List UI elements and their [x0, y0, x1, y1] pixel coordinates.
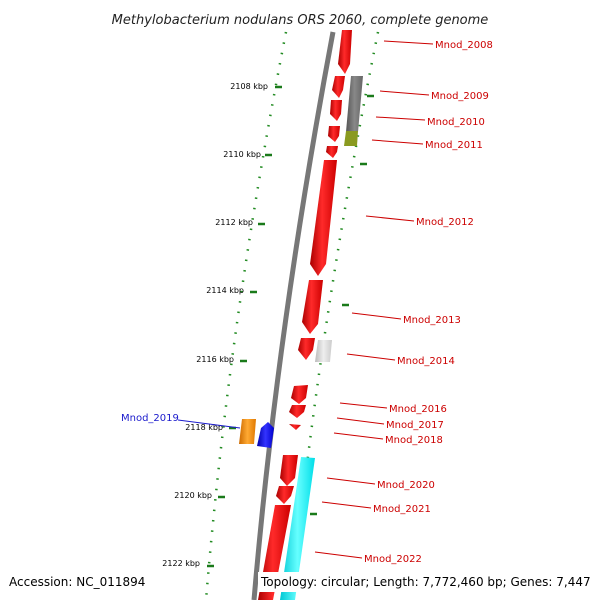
map-title: Methylobacterium nodulans ORS 2060, comp…	[112, 13, 489, 28]
feature-orange-block[interactable]	[239, 419, 256, 444]
gene-label: Mnod_2009	[431, 91, 489, 102]
gene-mnod-2012[interactable]	[310, 160, 337, 276]
feature-cyan-block[interactable]	[280, 457, 315, 600]
scale-tick-marks	[207, 85, 282, 568]
genome-backbone	[251, 31, 336, 600]
inner-dotted-track	[204, 31, 288, 600]
gene-label: Mnod_2011	[425, 140, 483, 151]
scale-tick-label: 2116 kbp	[196, 355, 234, 364]
scale-tick-label: 2110 kbp	[223, 150, 261, 159]
label-leader-lines	[314, 40, 434, 559]
gene-label: Mnod_2014	[397, 356, 455, 367]
forward-genes	[258, 30, 352, 600]
gene-label: Mnod_2018	[385, 435, 443, 446]
label-leader-line-blue	[177, 419, 241, 429]
scale-tick-label: 2118 kbp	[185, 423, 223, 432]
gene-mnod-2008[interactable]	[338, 30, 352, 74]
scale-tick-label: 2112 kbp	[215, 218, 253, 227]
accession-text: Accession: NC_011894	[9, 575, 145, 589]
gene-mnod-2016[interactable]	[291, 385, 308, 404]
feature-blue-block[interactable]	[257, 422, 274, 448]
gene-label: Mnod_2020	[377, 480, 435, 491]
gene-mnod-2011[interactable]	[328, 126, 340, 142]
outer-track-ticks	[310, 94, 374, 516]
gene-label: Mnod_2022	[364, 554, 422, 565]
feature-light-gray-block[interactable]	[315, 340, 332, 362]
gene-mnod-2021[interactable]	[276, 486, 294, 504]
gene-label: Mnod_2016	[389, 404, 447, 415]
footer-right-bg	[258, 572, 600, 592]
gene-mnod-2013[interactable]	[302, 280, 323, 334]
gene-label: Mnod_2019	[121, 413, 179, 424]
feature-gray-block[interactable]	[346, 76, 363, 132]
scale-tick-label: 2122 kbp	[162, 559, 200, 568]
gene-label: Mnod_2012	[416, 217, 474, 228]
gene-mnod-2010[interactable]	[330, 100, 342, 121]
gene-label: Mnod_2010	[427, 117, 485, 128]
gene-label: Mnod_2021	[373, 504, 431, 515]
gene-mnod-2018[interactable]	[289, 424, 301, 430]
scale-tick-label: 2120 kbp	[174, 491, 212, 500]
gene-mnod-2020[interactable]	[280, 455, 298, 486]
topology-text: Topology: circular; Length: 7,772,460 bp…	[260, 575, 591, 589]
gene-mnod-2009[interactable]	[332, 76, 345, 98]
gene-mnod-2014[interactable]	[298, 338, 315, 360]
scale-tick-label: 2108 kbp	[230, 82, 268, 91]
gene-mnod-2011b[interactable]	[326, 146, 338, 158]
gene-mnod-2017[interactable]	[289, 405, 306, 418]
gene-label: Mnod_2008	[435, 40, 493, 51]
gene-label: Mnod_2013	[403, 315, 461, 326]
scale-tick-label: 2114 kbp	[206, 286, 244, 295]
gene-label: Mnod_2017	[386, 420, 444, 431]
feature-olive-block[interactable]	[344, 131, 358, 146]
footer-left-bg	[0, 572, 168, 592]
